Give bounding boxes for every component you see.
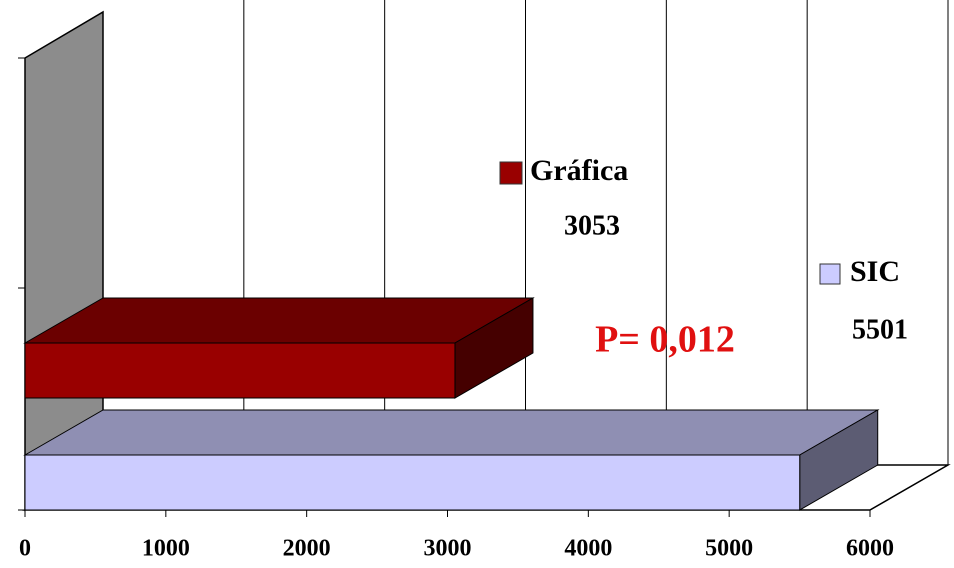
x-tick-label: 4000 [564, 536, 612, 562]
legend-swatch [500, 162, 522, 184]
legend-label: SIC [850, 255, 900, 288]
chart: 0 1000 2000 3000 4000 5000 6000 Gráfica 3053 SIC 5… [0, 0, 954, 568]
bar-top [25, 298, 533, 343]
x-tick-label: 0 [19, 536, 31, 562]
bar [25, 343, 455, 398]
bar [25, 455, 800, 510]
annotation: P= 0,012 [595, 319, 735, 361]
x-tick-label: 1000 [142, 536, 190, 562]
x-tick-label: 5000 [705, 536, 753, 562]
x-tick-label: 3000 [424, 536, 472, 562]
data-label: 5501 [852, 314, 908, 345]
legend-swatch [820, 264, 840, 284]
legend-label: Gráfica [530, 154, 628, 187]
x-tick-label: 2000 [283, 536, 331, 562]
data-label: 3053 [564, 210, 620, 241]
x-tick-label: 6000 [846, 536, 894, 562]
bar-top [25, 410, 878, 455]
